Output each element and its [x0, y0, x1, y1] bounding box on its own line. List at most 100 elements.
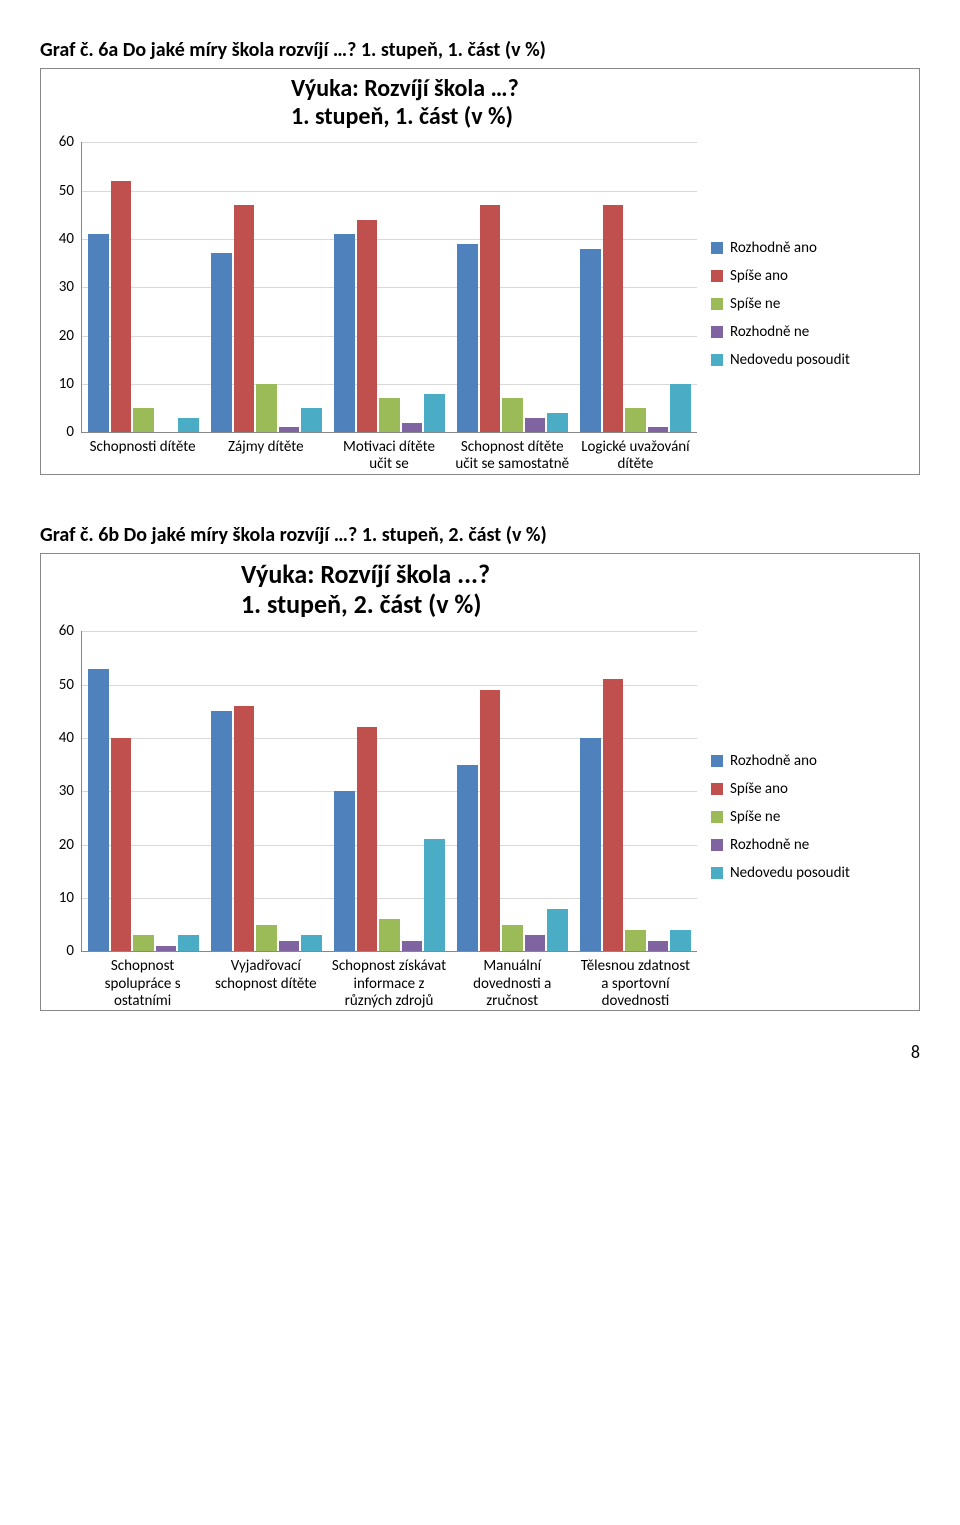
chart-b-title-line2: 1. stupeň, 2. část (v %): [241, 588, 482, 620]
legend-item: Rozhodně ano: [711, 752, 911, 770]
chart-b-caption: Graf č. 6b Do jaké míry škola rozvíjí …?…: [40, 523, 920, 547]
xlabel: Motivaci dítěte učit se: [327, 433, 450, 474]
bar: [402, 423, 423, 433]
bar: [625, 930, 646, 951]
bar: [648, 427, 669, 432]
legend-swatch: [711, 298, 723, 310]
legend-swatch: [711, 270, 723, 282]
xlabel: Schopnosti dítěte: [81, 433, 204, 474]
page-number: 8: [40, 1041, 920, 1063]
legend-label: Spíše ano: [730, 267, 788, 285]
legend-item: Rozhodně ano: [711, 239, 911, 257]
bar-group: [451, 631, 574, 951]
bar: [88, 669, 109, 952]
bar: [211, 711, 232, 951]
chart-b-title: Výuka: Rozvíjí škola ...? 1. stupeň, 2. …: [41, 554, 919, 624]
ytick-label: 10: [59, 889, 82, 907]
bar: [402, 941, 423, 952]
chart-b-xlabels: Schopnost spolupráce s ostatnímiVyjadřov…: [81, 952, 697, 1010]
xlabel: Vyjadřovací schopnost dítěte: [204, 952, 327, 1010]
bar: [580, 249, 601, 433]
ytick-label: 0: [66, 942, 82, 960]
legend-swatch: [711, 755, 723, 767]
chart-a-plot: 0102030405060: [81, 142, 697, 433]
bar: [502, 398, 523, 432]
chart-a: Výuka: Rozvíjí škola …? 1. stupeň, 1. čá…: [40, 68, 920, 475]
ytick-label: 20: [59, 836, 82, 854]
bar: [301, 408, 322, 432]
legend-label: Rozhodně ne: [730, 323, 809, 341]
bar: [670, 930, 691, 951]
chart-a-title-line2: 1. stupeň, 1. část (v %): [291, 102, 513, 131]
bar: [279, 427, 300, 432]
bar-group: [574, 142, 697, 432]
legend-swatch: [711, 811, 723, 823]
legend-label: Rozhodně ano: [730, 239, 817, 257]
bar: [502, 925, 523, 952]
ytick-label: 50: [59, 182, 82, 200]
legend-label: Nedovedu posoudit: [730, 864, 850, 882]
bar: [211, 253, 232, 432]
legend-swatch: [711, 326, 723, 338]
bar-group: [205, 142, 328, 432]
bar-group: [574, 631, 697, 951]
legend-item: Rozhodně ne: [711, 323, 911, 341]
chart-a-title-line1: Výuka: Rozvíjí škola …?: [291, 74, 519, 103]
bar: [357, 220, 378, 433]
bar: [547, 413, 568, 432]
legend-swatch: [711, 867, 723, 879]
bar: [424, 839, 445, 951]
bar: [256, 925, 277, 952]
legend-swatch: [711, 839, 723, 851]
legend-item: Nedovedu posoudit: [711, 864, 911, 882]
bar: [457, 244, 478, 433]
bar: [525, 935, 546, 951]
bar: [525, 418, 546, 433]
ytick-label: 20: [59, 327, 82, 345]
bar: [670, 384, 691, 432]
chart-a-legend: Rozhodně ano Spíše ano Spíše ne Rozhodně ne…: [697, 134, 919, 474]
bar-group: [328, 631, 451, 951]
xlabel: Logické uvažování dítěte: [574, 433, 697, 474]
bar-group: [82, 631, 205, 951]
bar-groups: [82, 631, 697, 951]
bar: [111, 738, 132, 951]
legend-label: Spíše ne: [730, 808, 780, 826]
xlabel: Schopnost získávat informace z různých z…: [327, 952, 450, 1010]
bar: [334, 791, 355, 951]
bar: [156, 946, 177, 951]
bar: [648, 941, 669, 952]
ytick-label: 30: [59, 782, 82, 800]
ytick-label: 30: [59, 278, 82, 296]
bar: [279, 941, 300, 952]
legend-item: Spíše ne: [711, 295, 911, 313]
bar: [379, 919, 400, 951]
bar: [379, 398, 400, 432]
chart-b-plot: 0102030405060: [81, 631, 697, 952]
bar: [480, 690, 501, 951]
bar: [480, 205, 501, 432]
ytick-label: 40: [59, 729, 82, 747]
bar: [88, 234, 109, 432]
xlabel: Schopnost dítěte učit se samostatně: [451, 433, 574, 474]
bar: [133, 935, 154, 951]
legend-swatch: [711, 783, 723, 795]
legend-label: Nedovedu posoudit: [730, 351, 850, 369]
chart-b: Výuka: Rozvíjí škola ...? 1. stupeň, 2. …: [40, 553, 920, 1012]
bar: [424, 394, 445, 433]
xlabel: Schopnost spolupráce s ostatními: [81, 952, 204, 1010]
bar: [111, 181, 132, 432]
bar-group: [451, 142, 574, 432]
ytick-label: 10: [59, 375, 82, 393]
legend-item: Spíše ano: [711, 267, 911, 285]
bar: [234, 706, 255, 951]
bar: [334, 234, 355, 432]
xlabel: Manuální dovednosti a zručnost: [451, 952, 574, 1010]
xlabel: Zájmy dítěte: [204, 433, 327, 474]
bar: [234, 205, 255, 432]
ytick-label: 60: [59, 133, 82, 151]
bar: [457, 765, 478, 952]
bar: [603, 679, 624, 951]
legend-swatch: [711, 242, 723, 254]
bar-group: [205, 631, 328, 951]
